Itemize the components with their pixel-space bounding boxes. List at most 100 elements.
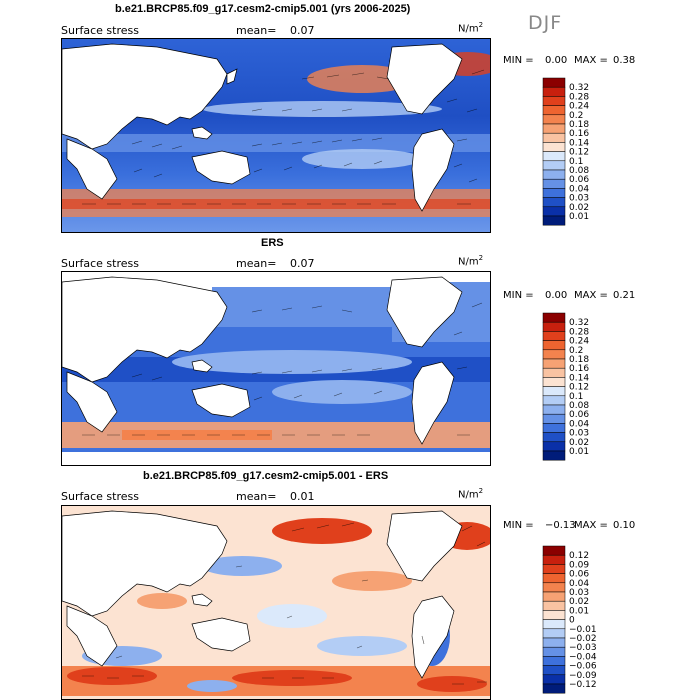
panel1-max-value: 0.38 [613,55,636,66]
panel1-map [61,38,491,233]
panel1-units: N/m2 [458,21,484,35]
panel1-colorbar-swatch [542,96,566,106]
panel3-colorbar-swatch [542,564,566,574]
panel1-min-label: MIN = [503,55,534,66]
panel2-map [61,271,491,466]
panel1-colorbar-tick-label: 0.04 [569,184,589,194]
panel2-variable: Surface stress [61,257,139,270]
season-label: DJF [528,12,563,34]
panel3-colorbar-swatch [542,610,566,620]
panel2-colorbar-tick-label: 0.28 [569,327,589,337]
panel1-colorbar-tick-label: 0.01 [569,212,589,222]
panel3-colorbar-tick-label: −0.02 [569,634,597,644]
panel1-variable: Surface stress [61,24,139,37]
panel1-colorbar-tick-label: 0.08 [569,166,589,176]
panel1-colorbar-tick-label: 0.02 [569,203,589,213]
panel1-colorbar: 0.32 0.28 0.24 0.2 0.18 0.16 0.14 0.12 0.1 0.08 0.… [542,77,603,226]
panel2-colorbar-swatch [542,386,566,397]
panel1-colorbar-tick-label: 0.18 [569,120,589,130]
panel3-colorbar-tick-label: −0.12 [569,680,597,690]
panel3-colorbar-swatch [542,628,566,639]
panel3-min-value: −0.13 [545,520,576,531]
panel1-colorbar-tick-label: 0.2 [569,111,583,121]
panel2-title: ERS [261,237,284,249]
panel2-colorbar-tick-label: 0.03 [569,429,589,439]
panel2-colorbar-swatch [542,321,566,332]
panel3-mean-value: 0.01 [290,490,315,503]
panel3-colorbar-swatch [542,637,566,648]
panel2-max-label: MAX = [574,290,608,301]
panel1-colorbar-swatch [542,132,566,143]
panel1-colorbar-swatch [542,114,566,125]
panel2-min-value: 0.00 [545,290,568,301]
panel3-land [62,510,463,679]
panel3-max-label: MAX = [574,520,608,531]
panel2-colorbar-tick-label: 0.08 [569,401,589,411]
panel2-colorbar-swatch [542,423,566,433]
panel2-colorbar-tick-label: 0.06 [569,410,589,420]
panel1-colorbar-swatch [542,142,566,152]
panel3-colorbar-swatch [542,582,566,593]
panel2-colorbar-swatch [542,331,566,341]
panel3-colorbar-tick-label: −0.03 [569,643,597,653]
panel1-s-pacific-trades [302,149,422,169]
panel3-colorbar-swatch [542,554,566,565]
panel3-colorbar-tick-label: −0.09 [569,671,597,681]
panel2-colorbar-tick-label: 0.1 [569,392,583,402]
panel3-variable: Surface stress [61,490,139,503]
panel2-colorbar-tick-label: 0.18 [569,355,589,365]
panel2-colorbar-tick-label: 0.01 [569,447,589,457]
panel1-land [62,43,463,212]
panel3-colorbar-tick-label: −0.04 [569,652,597,662]
panel1-colorbar-swatch [542,215,566,226]
panel1-colorbar-tick-label: 0.12 [569,148,589,158]
panel3-colorbar-swatch [542,591,566,602]
panel3-mean-label: mean= [236,490,277,503]
panel3-min-label: MIN = [503,520,534,531]
panel3-colorbar-tick-label: 0.09 [569,560,589,570]
panel1-colorbar-tick-label: 0.14 [569,138,589,148]
panel1-colorbar-swatch [542,77,566,88]
panel2-colorbar-swatch [542,432,566,443]
panel2-colorbar-tick-label: 0.24 [569,337,589,347]
panel1-colorbar-swatch [542,123,566,134]
panel2-colorbar-swatch [542,450,566,461]
panel3-colorbar-tick-label: 0.03 [569,588,589,598]
panel2-colorbar-tick-label: 0.32 [569,318,589,328]
panel3-colorbar-swatch [542,674,566,685]
panel2-colorbar-swatch [542,358,566,369]
panel3-max-value: 0.10 [613,520,636,531]
panel2-colorbar-tick-label: 0.04 [569,419,589,429]
panel1-colorbar-swatch [542,188,566,198]
panel3-colorbar-tick-label: 0.12 [569,551,589,561]
panel2-colorbar-swatch [542,312,566,323]
panel1-colorbar-tick-label: 0.32 [569,83,589,93]
panel3-colorbar-tick-label: −0.01 [569,625,597,635]
panel1-colorbar-swatch [542,206,566,217]
panel1-colorbar-tick-label: 0.1 [569,157,583,167]
panel3-vectors [82,522,487,685]
panel2-colorbar-swatch [542,377,566,387]
panel3-colorbar-tick-label: 0 [569,616,575,626]
panel1-equator-band [62,134,490,152]
panel3-colorbar-swatch [542,573,566,584]
panel1-max-label: MAX = [574,55,608,66]
panel3-colorbar: 0.12 0.09 0.06 0.04 0.03 0.02 0.01 0 −0.01 −0.02−… [542,545,603,694]
panel3-title: b.e21.BRCP85.f09_g17.cesm2-cmip5.001 - E… [143,470,389,482]
panel1-vectors [82,69,485,205]
panel1-min-value: 0.00 [545,55,568,66]
panel2-colorbar-tick-label: 0.14 [569,373,589,383]
panel2-colorbar-tick-label: 0.02 [569,438,589,448]
panel1-mean-value: 0.07 [290,24,315,37]
panel3-colorbar-swatch [542,545,566,556]
panel1-colorbar-swatch [542,151,566,162]
panel1-colorbar-swatch [542,105,566,116]
panel1-colorbar-tick-label: 0.06 [569,175,589,185]
panel1-colorbar-tick-label: 0.03 [569,194,589,204]
panel2-land [62,276,463,445]
panel2-colorbar: 0.32 0.28 0.24 0.2 0.18 0.16 0.14 0.12 0.1 0.08 0.… [542,312,603,461]
panel3-colorbar-swatch [542,656,566,666]
panel3-colorbar-swatch [542,683,566,694]
panel3-colorbar-swatch [542,619,566,630]
panel2-units: N/m2 [458,254,484,268]
